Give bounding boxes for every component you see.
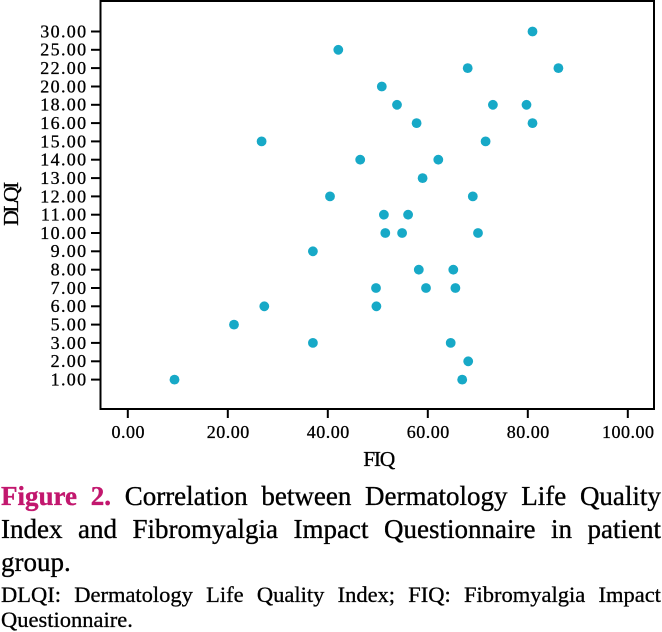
svg-text:8.00: 8.00 xyxy=(51,260,88,280)
svg-text:30.00: 30.00 xyxy=(40,21,87,41)
svg-text:22.00: 22.00 xyxy=(40,58,87,78)
svg-text:80.00: 80.00 xyxy=(507,422,550,442)
svg-text:11.00: 11.00 xyxy=(41,205,88,225)
svg-text:14.00: 14.00 xyxy=(40,150,87,170)
svg-text:40.00: 40.00 xyxy=(307,422,350,442)
svg-text:12.00: 12.00 xyxy=(40,186,87,206)
svg-text:1.00: 1.00 xyxy=(51,370,88,390)
svg-text:20.00: 20.00 xyxy=(207,422,250,442)
svg-text:DLQI: DLQI xyxy=(0,182,23,226)
svg-text:FIQ: FIQ xyxy=(363,447,396,471)
svg-text:20.00: 20.00 xyxy=(40,76,87,96)
svg-text:9.00: 9.00 xyxy=(51,241,88,261)
svg-text:18.00: 18.00 xyxy=(40,95,87,115)
svg-text:16.00: 16.00 xyxy=(40,113,87,133)
svg-text:2.00: 2.00 xyxy=(51,351,88,371)
svg-text:60.00: 60.00 xyxy=(407,422,450,442)
svg-text:6.00: 6.00 xyxy=(51,296,88,316)
svg-text:25.00: 25.00 xyxy=(40,40,87,60)
svg-text:15.00: 15.00 xyxy=(40,131,87,151)
svg-text:7.00: 7.00 xyxy=(51,278,88,298)
svg-text:0.00: 0.00 xyxy=(112,422,146,442)
svg-text:13.00: 13.00 xyxy=(40,168,87,188)
svg-text:5.00: 5.00 xyxy=(51,315,88,335)
svg-text:3.00: 3.00 xyxy=(51,333,88,353)
svg-text:10.00: 10.00 xyxy=(40,223,87,243)
svg-text:100.00: 100.00 xyxy=(602,422,655,442)
